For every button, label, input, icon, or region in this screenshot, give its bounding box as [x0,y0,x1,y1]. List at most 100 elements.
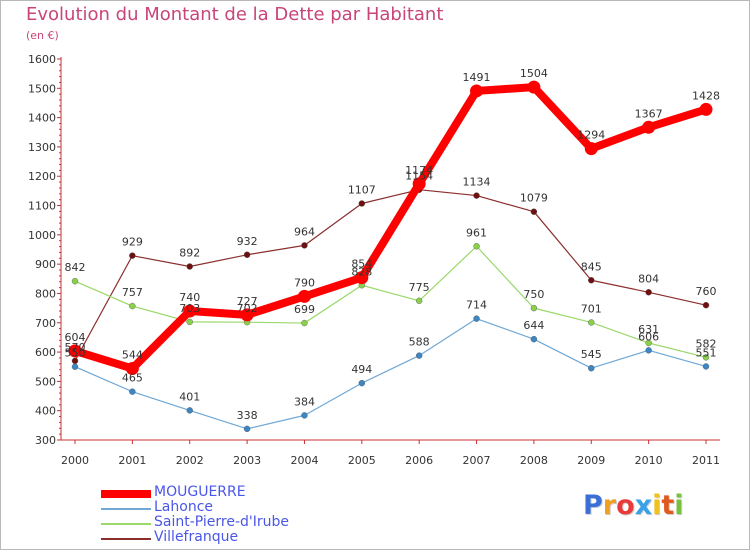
data-label-saint-pierre-d-irube: 631 [638,323,659,336]
x-tick-label: 2003 [233,454,261,467]
data-point-villefranque [129,252,136,259]
data-label-mouguerre: 1491 [463,71,491,84]
x-tick-label: 2002 [176,454,204,467]
y-tick-label: 1400 [28,112,56,125]
data-label-lahonce: 588 [409,336,430,349]
y-tick-label: 1300 [28,141,56,154]
x-tick-label: 2001 [118,454,146,467]
data-label-saint-pierre-d-irube: 757 [122,286,143,299]
legend-label-mouguerre: MOUGUERRE [154,484,246,500]
data-label-lahonce: 551 [696,346,717,359]
data-point-lahonce [301,412,308,419]
data-label-mouguerre: 1428 [692,89,720,102]
data-label-mouguerre: 604 [65,331,86,344]
data-label-lahonce: 606 [638,330,659,343]
data-point-villefranque [243,251,251,258]
data-label-villefranque: 932 [237,235,258,248]
data-label-villefranque: 929 [122,236,143,249]
data-point-mouguerre [412,177,426,191]
data-point-saint-pierre-d-irube [129,302,136,310]
y-tick-label: 1100 [28,200,56,213]
data-label-lahonce: 384 [294,395,315,408]
logo-letter: i [652,490,662,521]
data-point-mouguerre [584,142,598,156]
data-label-lahonce: 714 [466,299,487,312]
y-tick-label: 1500 [28,82,56,95]
data-point-mouguerre [68,344,82,358]
y-tick-label: 1000 [28,229,56,242]
data-point-lahonce [415,352,423,359]
legend-swatch-saint-pierre-d-irube [101,523,151,525]
data-label-saint-pierre-d-irube: 961 [466,226,487,239]
logo-letter: o [616,490,635,521]
data-point-mouguerre [240,308,254,322]
data-label-villefranque: 1079 [520,192,548,205]
data-point-saint-pierre-d-irube [530,304,538,312]
data-point-mouguerre [527,80,541,94]
data-label-mouguerre: 727 [237,295,258,308]
data-label-villefranque: 570 [65,341,86,354]
data-point-saint-pierre-d-irube [186,318,193,326]
logo-letter: t [661,490,675,521]
y-tick-label: 1600 [28,53,56,66]
data-point-lahonce [588,364,595,372]
data-label-saint-pierre-d-irube: 699 [294,303,315,316]
y-tick-label: 800 [35,287,56,300]
data-point-villefranque [301,242,308,249]
data-label-saint-pierre-d-irube: 775 [409,281,430,294]
legend-label-lahonce: Lahonce [154,499,214,515]
x-tick-label: 2008 [520,454,548,467]
series-line-villefranque [74,189,707,362]
data-point-lahonce [702,363,710,370]
data-label-saint-pierre-d-irube: 750 [523,288,544,301]
data-point-mouguerre [125,361,139,375]
data-label-lahonce: 644 [523,319,544,332]
data-point-mouguerre [355,271,369,285]
y-tick-label: 300 [35,434,56,447]
logo-letter: r [602,490,617,521]
data-label-lahonce: 545 [581,348,602,361]
legend-swatch-mouguerre [101,490,151,498]
data-point-lahonce [243,425,251,433]
data-label-saint-pierre-d-irube: 701 [581,302,602,315]
data-label-saint-pierre-d-irube: 703 [179,302,200,315]
data-label-lahonce: 494 [351,363,372,376]
data-label-saint-pierre-d-irube: 702 [237,302,258,315]
data-label-mouguerre: 854 [351,258,372,271]
data-point-villefranque [702,301,710,309]
data-point-saint-pierre-d-irube [415,297,423,304]
legend-swatch-lahonce [101,508,151,510]
proxiti-logo: Proxiti [583,490,684,521]
data-label-villefranque: 845 [581,260,602,273]
data-point-mouguerre [699,102,713,116]
data-label-mouguerre: 1174 [405,164,433,177]
data-label-lahonce: 401 [179,390,200,403]
y-tick-label: 600 [35,346,56,359]
y-tick-label: 700 [35,317,56,330]
data-label-mouguerre: 740 [179,291,200,304]
data-point-saint-pierre-d-irube [702,354,710,361]
data-label-villefranque: 1134 [463,176,491,189]
data-label-saint-pierre-d-irube: 582 [696,337,717,350]
y-tick-label: 1200 [28,170,56,183]
data-point-mouguerre [297,289,311,303]
data-point-villefranque [645,289,652,296]
logo-letter: P [583,490,603,521]
series-line-lahonce [74,318,707,430]
x-tick-label: 2011 [692,454,720,467]
data-point-saint-pierre-d-irube [473,243,480,250]
data-point-saint-pierre-d-irube [588,319,595,326]
x-tick-label: 2000 [61,454,89,467]
legend-swatch-villefranque [101,538,151,540]
data-label-saint-pierre-d-irube: 828 [351,265,372,278]
x-tick-label: 2009 [577,454,605,467]
data-label-mouguerre: 790 [294,276,315,289]
y-tick-label: 500 [35,375,56,388]
data-point-lahonce [645,347,652,354]
data-label-villefranque: 804 [638,272,659,285]
data-point-villefranque [473,192,480,199]
data-point-lahonce [186,407,193,414]
data-label-lahonce: 465 [122,372,143,385]
